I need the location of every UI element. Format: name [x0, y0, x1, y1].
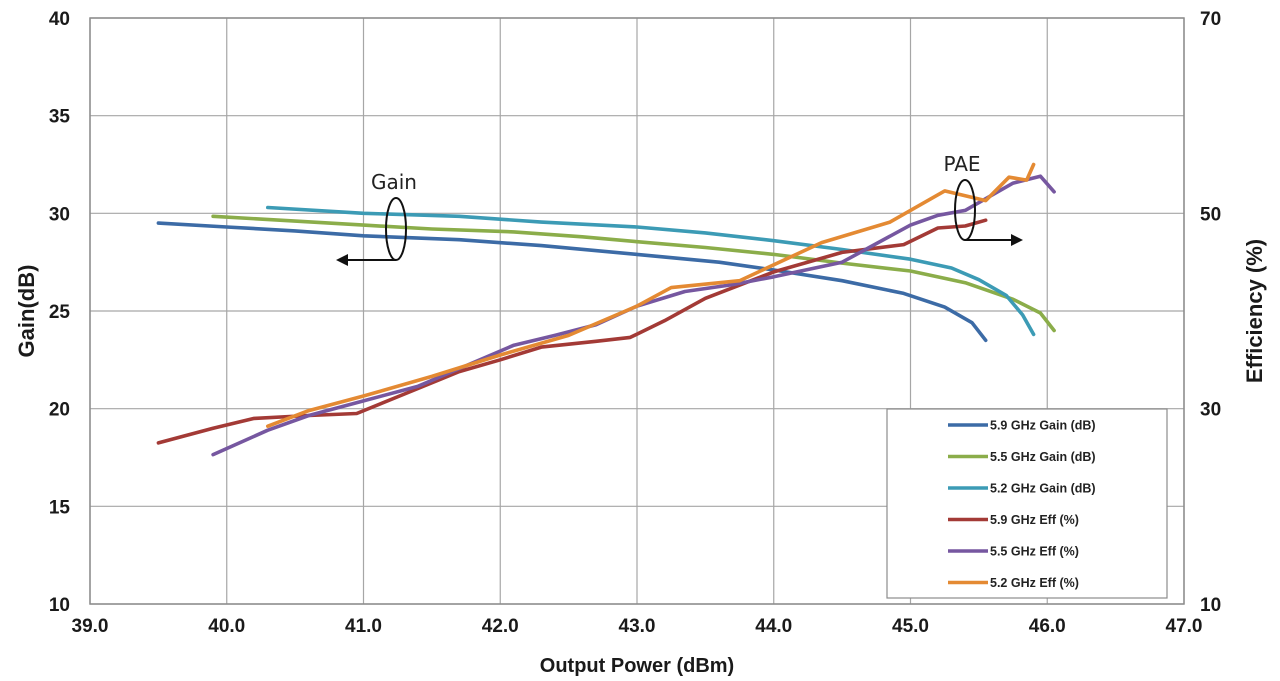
y2-tick-label: 70 — [1200, 9, 1221, 30]
y2-axis-title: Efficiency (%) — [1242, 239, 1267, 383]
y-tick-label: 25 — [49, 302, 71, 323]
y-tick-label: 15 — [49, 497, 71, 518]
series-line-5-2-ghz-gain-db — [265, 205, 1036, 337]
x-tick-label: 44.0 — [755, 616, 792, 637]
x-tick-label: 39.0 — [72, 616, 109, 637]
legend: 5.9 GHz Gain (dB) 5.5 GHz Gain (dB) 5.2 GH… — [886, 408, 1168, 599]
legend-label: 5.2 GHz Gain (dB) — [990, 482, 1096, 496]
y2-tick-labels: 10 30 50 70 — [1200, 9, 1221, 616]
pae-arrow-head — [1011, 234, 1023, 246]
y-tick-label: 40 — [49, 9, 70, 30]
x-tick-labels: 39.0 40.0 41.0 42.0 43.0 44.0 45.0 46.0 47.0 — [72, 616, 1203, 637]
x-axis-title: Output Power (dBm) — [540, 655, 734, 677]
x-tick-label: 42.0 — [482, 616, 519, 637]
x-tick-label: 46.0 — [1029, 616, 1066, 637]
y-tick-label: 30 — [49, 204, 70, 225]
y-tick-label: 10 — [49, 595, 70, 616]
x-tick-label: 43.0 — [619, 616, 656, 637]
gain-annotation: Gain — [336, 170, 417, 266]
y2-tick-label: 30 — [1200, 400, 1221, 421]
plot-frame — [89, 17, 1185, 605]
x-tick-label: 40.0 — [208, 616, 245, 637]
pae-annotation: PAE — [943, 152, 1023, 246]
gain-arrow-head — [336, 254, 348, 266]
y2-tick-label: 10 — [1200, 595, 1221, 616]
legend-label: 5.9 GHz Eff (%) — [990, 513, 1079, 527]
pae-annotation-label: PAE — [943, 152, 980, 176]
y-tick-labels: 10 15 20 25 30 35 40 — [49, 9, 71, 616]
y-tick-label: 20 — [49, 400, 70, 421]
y-axis-title: Gain(dB) — [14, 265, 39, 358]
legend-label: 5.9 GHz Gain (dB) — [990, 419, 1096, 433]
gain-annotation-label: Gain — [371, 170, 417, 194]
series-line-5-9-ghz-gain-db — [156, 221, 988, 343]
series-line-5-2-ghz-eff — [265, 162, 1036, 429]
legend-box — [886, 408, 1168, 599]
y2-tick-label: 50 — [1200, 204, 1221, 225]
x-tick-label: 45.0 — [892, 616, 929, 637]
legend-label: 5.5 GHz Gain (dB) — [990, 450, 1096, 464]
series-layer — [156, 162, 1056, 457]
x-tick-label: 47.0 — [1166, 616, 1203, 637]
x-tick-label: 41.0 — [345, 616, 382, 637]
legend-label: 5.5 GHz Eff (%) — [990, 545, 1079, 559]
y-tick-label: 35 — [49, 107, 71, 128]
legend-label: 5.2 GHz Eff (%) — [990, 576, 1079, 590]
